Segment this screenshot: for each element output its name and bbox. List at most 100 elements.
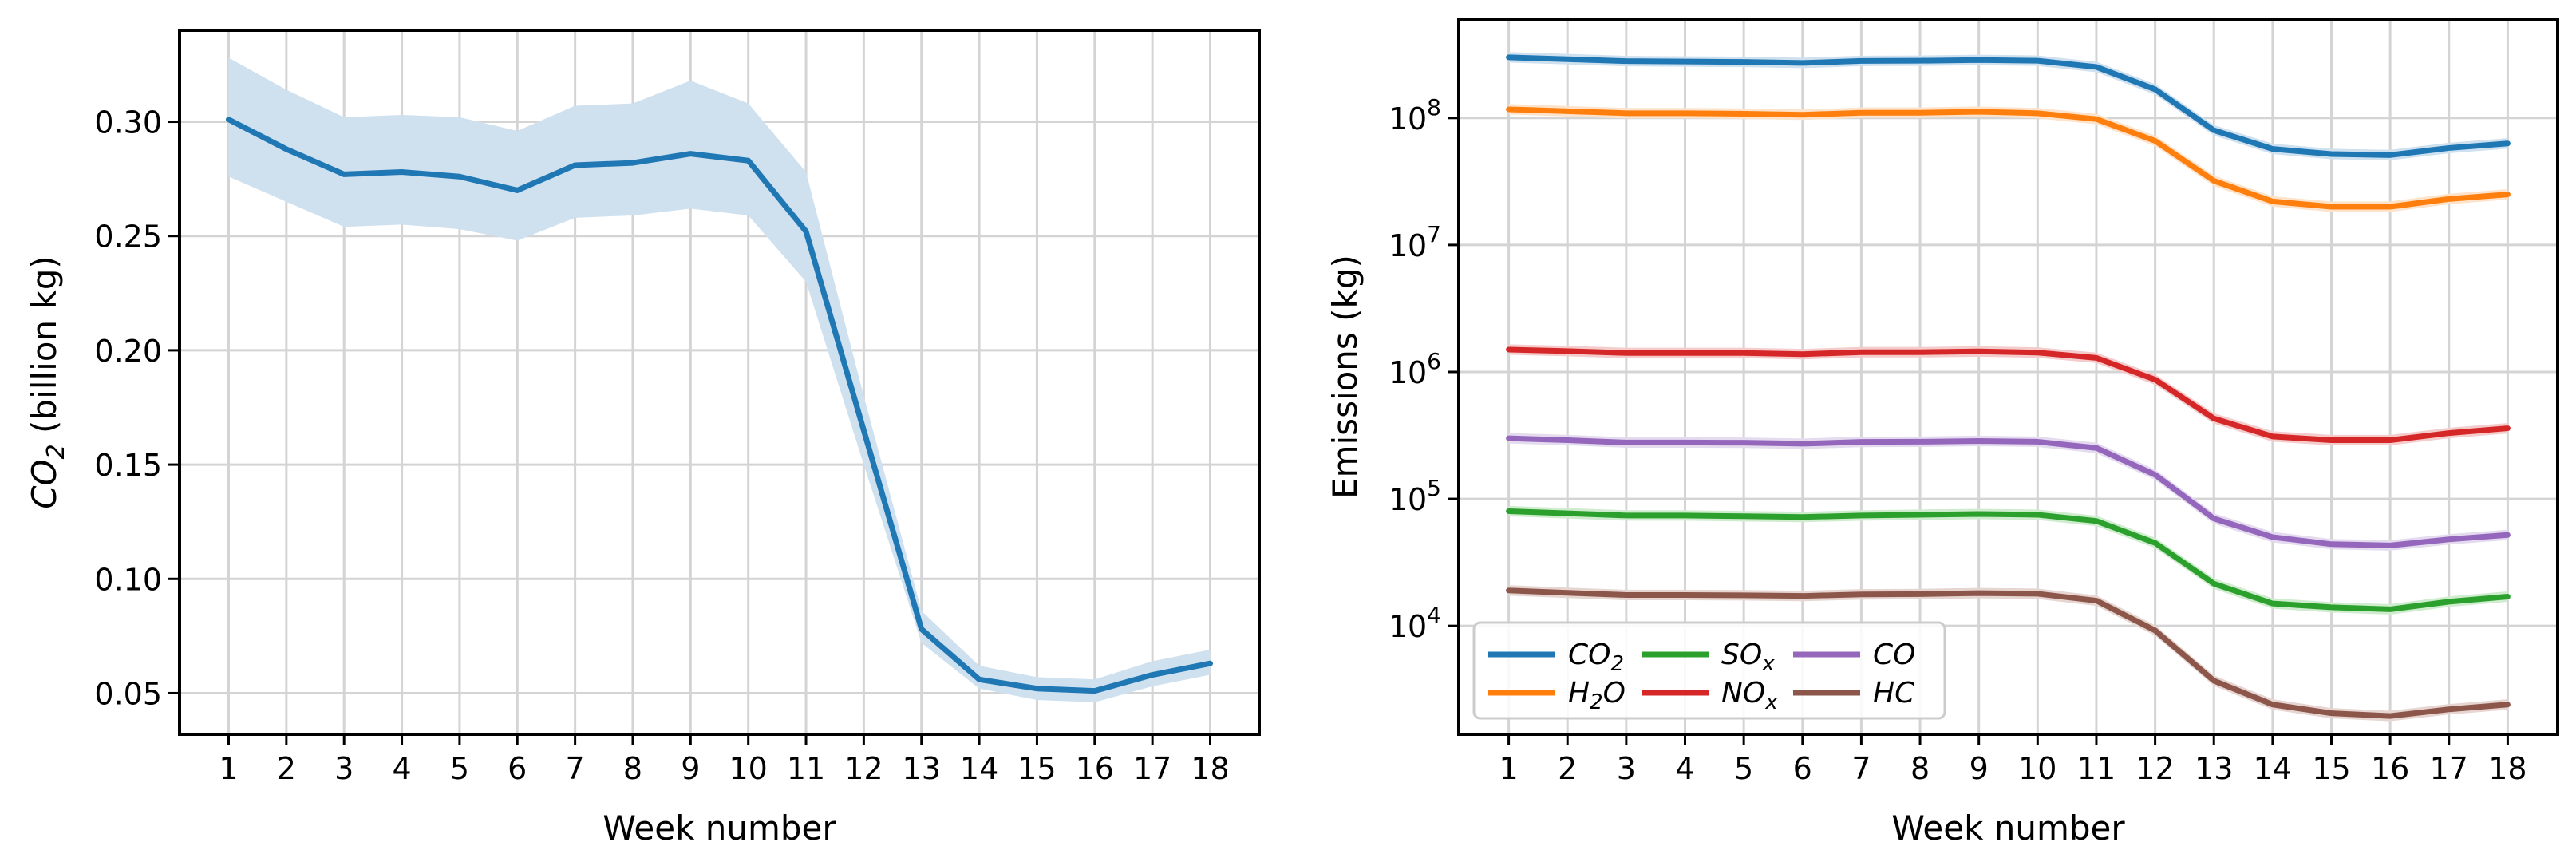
x-tick-label: 14 — [2254, 751, 2292, 786]
x-tick-label: 7 — [566, 751, 585, 786]
x-tick-label: 16 — [2371, 751, 2409, 786]
data-point-h2o — [2389, 206, 2391, 208]
data-point-h2o — [2272, 200, 2274, 202]
data-point-nox — [2507, 428, 2508, 429]
data-point-nox — [2331, 440, 2332, 441]
x-tick-label: 17 — [1133, 751, 1171, 786]
data-point-nox — [1860, 351, 1862, 353]
data-point-nox — [1919, 351, 1921, 353]
legend-label: NOx — [1721, 677, 1778, 714]
x-tick-label: 15 — [1017, 751, 1056, 786]
data-point-co — [2037, 441, 2038, 442]
legend-label: CO — [1873, 639, 1915, 671]
y-axis-label-main: CO — [25, 459, 64, 508]
x-tick-label: 12 — [844, 751, 883, 786]
y-tick-base: 10 — [1389, 355, 1427, 390]
x-tick-label: 2 — [1558, 751, 1577, 786]
x-tick-label: 8 — [623, 751, 642, 786]
series-line-co2 — [1506, 54, 2511, 158]
x-tick-label: 1 — [219, 751, 238, 786]
x-tick-label: 14 — [960, 751, 998, 786]
data-point-h2o — [1802, 114, 1804, 116]
x-tick-label: 5 — [450, 751, 469, 786]
series-line-sox — [1506, 508, 2511, 612]
y-tick-label: 106 — [1389, 348, 1441, 390]
data-point-sox — [2448, 601, 2450, 603]
x-tick-label: 2 — [277, 751, 296, 786]
y-axis-label-sub: 2 — [42, 444, 70, 459]
y-tick-base: 10 — [1389, 101, 1427, 136]
legend-label-sub: 2 — [1610, 652, 1624, 676]
data-point-nox — [2037, 352, 2038, 354]
data-point-hc — [2272, 704, 2274, 706]
data-point-h2o — [2507, 194, 2508, 196]
x-tick-label: 7 — [1851, 751, 1871, 786]
x-tick-label: 4 — [1675, 751, 1694, 786]
y-tick-label: 0.10 — [94, 562, 162, 597]
data-point-co2 — [748, 160, 749, 161]
plot-frame — [1457, 18, 2559, 736]
y-tick-label: 108 — [1389, 94, 1441, 136]
data-point-co2 — [2389, 154, 2391, 156]
y-tick-label: 0.20 — [94, 334, 162, 369]
x-tick-label: 11 — [2077, 751, 2116, 786]
series-line-nox — [1506, 346, 2511, 444]
data-point-h2o — [1567, 110, 1568, 112]
legend-label-sub: x — [1761, 652, 1775, 676]
data-point-co2 — [1094, 690, 1096, 692]
data-point-sox — [1508, 510, 1510, 512]
x-tick-label: 1 — [1499, 751, 1518, 786]
data-point-hc — [1508, 590, 1510, 591]
data-point-sox — [2389, 608, 2391, 610]
x-tick-label: 15 — [2312, 751, 2350, 786]
x-tick-label: 5 — [1734, 751, 1753, 786]
x-tick-label: 3 — [334, 751, 354, 786]
data-point-hc — [2389, 715, 2391, 717]
data-point-hc — [2448, 709, 2450, 710]
data-point-sox — [1919, 514, 1921, 516]
series-line-hc — [1506, 587, 2511, 719]
x-tick-label: 9 — [681, 751, 700, 786]
data-point-hc — [1978, 592, 1980, 594]
x-tick-label: 12 — [2135, 751, 2174, 786]
legend-label-main: CO — [1568, 639, 1610, 671]
y-axis-label-rest: (billion kg) — [25, 255, 64, 444]
x-tick-label: 10 — [2018, 751, 2056, 786]
x-tick-label: 13 — [2195, 751, 2233, 786]
series-line-co2 — [226, 117, 1213, 694]
data-point-co — [2272, 536, 2274, 538]
y-tick-exponent: 8 — [1427, 94, 1441, 121]
data-point-hc — [1919, 593, 1921, 595]
data-point-nox — [1978, 350, 1980, 352]
x-tick-label: 11 — [787, 751, 825, 786]
x-tick-label: 16 — [1076, 751, 1114, 786]
y-tick-exponent: 4 — [1427, 602, 1441, 628]
data-point-co2 — [1978, 59, 1980, 61]
legend-label-main: H — [1568, 677, 1590, 710]
legend-label: HC — [1873, 677, 1915, 710]
y-tick-base: 10 — [1389, 228, 1427, 263]
y-axis-label: Emissions (kg) — [1326, 255, 1365, 499]
data-point-nox — [2389, 440, 2391, 441]
data-point-co2 — [921, 628, 923, 630]
confidence-band-co — [1508, 433, 2508, 551]
y-tick-label: 0.15 — [94, 448, 162, 483]
x-axis-label: Week number — [603, 809, 836, 848]
data-point-hc — [2331, 713, 2332, 714]
confidence-band-hc — [1508, 585, 2508, 722]
data-point-co2 — [2272, 148, 2274, 150]
data-point-sox — [2037, 514, 2038, 516]
legend-label-main: SO — [1721, 639, 1762, 671]
series-line-co — [1506, 435, 2511, 548]
data-point-sox — [1802, 516, 1804, 518]
data-point-co2 — [863, 429, 864, 431]
data-point-co2 — [228, 119, 229, 121]
confidence-band-nox — [1508, 344, 2508, 446]
data-point-co — [1919, 441, 1921, 442]
data-point-h2o — [2448, 198, 2450, 200]
legend-label-rest: O — [1603, 677, 1626, 710]
data-point-co — [2507, 534, 2508, 536]
data-point-co2 — [632, 162, 634, 164]
y-tick-exponent: 5 — [1427, 475, 1441, 501]
